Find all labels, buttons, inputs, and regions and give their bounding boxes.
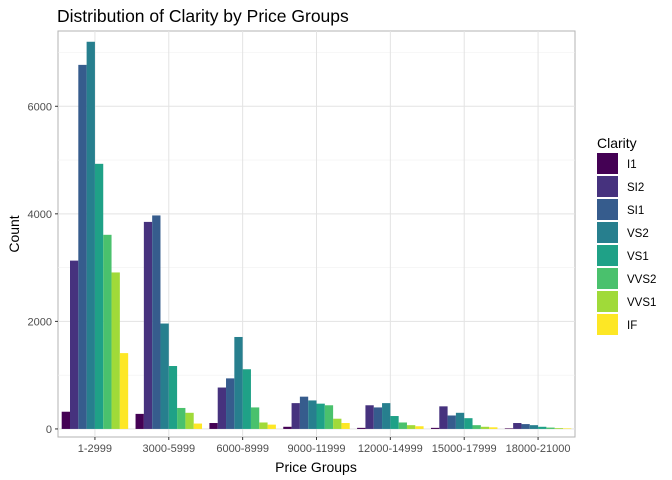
x-tick-label: 18000-21000: [506, 443, 571, 455]
bar-i1-12000-14999: [357, 427, 366, 429]
legend-key-if: [597, 314, 618, 335]
bar-vs1-6000-8999: [242, 369, 251, 429]
bar-if-12000-14999: [415, 426, 424, 429]
bar-vvs2-1-2999: [103, 234, 112, 429]
bar-if-6000-8999: [267, 424, 276, 429]
y-axis-title: Count: [6, 215, 22, 252]
bar-if-1-2999: [119, 353, 129, 429]
bar-if-15000-17999: [489, 427, 498, 429]
x-tick-label: 12000-14999: [358, 443, 423, 455]
bar-si2-1-2999: [70, 260, 79, 429]
legend-key-vs1: [597, 245, 618, 266]
bar-vs1-3000-5999: [168, 366, 178, 429]
bar-vvs1-15000-17999: [480, 426, 490, 429]
bar-si1-6000-8999: [226, 378, 235, 429]
bar-vs2-12000-14999: [382, 403, 391, 429]
bar-vs2-9000-11999: [308, 400, 317, 429]
bar-si2-12000-14999: [365, 405, 374, 429]
y-tick-label: 4000: [28, 209, 52, 221]
legend-key-si1: [597, 199, 618, 220]
bar-i1-3000-5999: [135, 413, 144, 429]
bar-vvs1-12000-14999: [406, 425, 416, 429]
bar-if-9000-11999: [341, 423, 350, 429]
bar-vvs1-18000-21000: [554, 428, 563, 429]
legend-key-i1: [597, 153, 618, 174]
bar-vs1-12000-14999: [390, 416, 399, 429]
bar-vs2-1-2999: [86, 41, 95, 429]
bar-si1-9000-11999: [299, 396, 309, 429]
bar-vvs1-6000-8999: [259, 422, 268, 429]
legend-label-vvs1: VVS1: [627, 297, 656, 309]
bar-si2-6000-8999: [217, 387, 227, 429]
bar-vs2-15000-17999: [455, 412, 465, 429]
legend-key-si2: [597, 176, 618, 197]
bar-if-18000-21000: [562, 428, 572, 429]
bar-si2-9000-11999: [291, 403, 300, 429]
x-tick-label: 3000-5999: [142, 443, 195, 455]
bars-layer: [61, 41, 572, 429]
bar-vs1-15000-17999: [464, 418, 473, 429]
x-tick-label: 15000-17999: [432, 443, 497, 455]
bar-if-3000-5999: [193, 423, 203, 429]
bar-i1-9000-11999: [283, 426, 292, 429]
y-tick-label: 0: [46, 424, 52, 436]
bar-si2-18000-21000: [513, 423, 522, 429]
axis-layer: 0 2000 4000 6000 1-2999 3000-5999 6000-8999 900…: [28, 101, 571, 455]
legend-label-vs2: VS2: [627, 228, 649, 240]
bar-si1-3000-5999: [152, 215, 161, 429]
y-tick-label: 2000: [28, 316, 52, 328]
bar-vvs2-18000-21000: [546, 427, 555, 429]
bar-vs1-9000-11999: [316, 403, 325, 429]
bar-vvs2-3000-5999: [177, 407, 186, 429]
legend: Clarity I1 SI2 SI1 VS2 VS1 VVS2 VVS1 IF: [597, 135, 656, 335]
legend-label-si1: SI1: [627, 205, 644, 217]
bar-i1-18000-21000: [504, 428, 514, 429]
bar-vs1-1-2999: [94, 163, 104, 429]
bar-vvs2-15000-17999: [472, 425, 481, 429]
bar-si1-1-2999: [78, 64, 87, 429]
bar-i1-6000-8999: [209, 423, 218, 429]
bar-si2-15000-17999: [439, 406, 448, 429]
x-tick-label: 1-2999: [78, 443, 112, 455]
bar-vvs1-1-2999: [111, 272, 120, 429]
bar-si1-12000-14999: [373, 407, 383, 429]
bar-i1-1-2999: [61, 411, 71, 429]
bar-vvs1-3000-5999: [185, 412, 194, 429]
legend-key-vvs2: [597, 268, 618, 289]
legend-label-si2: SI2: [627, 182, 644, 194]
bar-i1-15000-17999: [430, 427, 440, 429]
bar-vs2-6000-8999: [234, 336, 243, 429]
x-axis-title: Price Groups: [275, 459, 357, 475]
x-tick-label: 9000-11999: [288, 443, 346, 455]
bar-si2-3000-5999: [143, 221, 153, 429]
bar-vvs2-12000-14999: [398, 422, 407, 429]
bar-si1-18000-21000: [521, 424, 530, 429]
x-tick-label: 6000-8999: [216, 443, 269, 455]
bar-vs2-18000-21000: [529, 425, 539, 429]
bar-vs2-3000-5999: [160, 323, 169, 429]
legend-title: Clarity: [597, 135, 637, 151]
y-tick-label: 6000: [28, 101, 52, 113]
bar-vs1-18000-21000: [538, 426, 547, 429]
legend-label-i1: I1: [627, 159, 637, 171]
legend-key-vvs1: [597, 291, 618, 312]
bar-vvs1-9000-11999: [333, 418, 342, 429]
chart-title: Distribution of Clarity by Price Groups: [57, 6, 349, 26]
legend-label-if: IF: [627, 320, 637, 332]
bar-vvs2-6000-8999: [250, 407, 260, 429]
legend-label-vvs2: VVS2: [627, 274, 656, 286]
legend-label-vs1: VS1: [627, 251, 649, 263]
legend-key-vs2: [597, 222, 618, 243]
bar-si1-15000-17999: [447, 415, 456, 429]
bar-vvs2-9000-11999: [324, 405, 334, 429]
